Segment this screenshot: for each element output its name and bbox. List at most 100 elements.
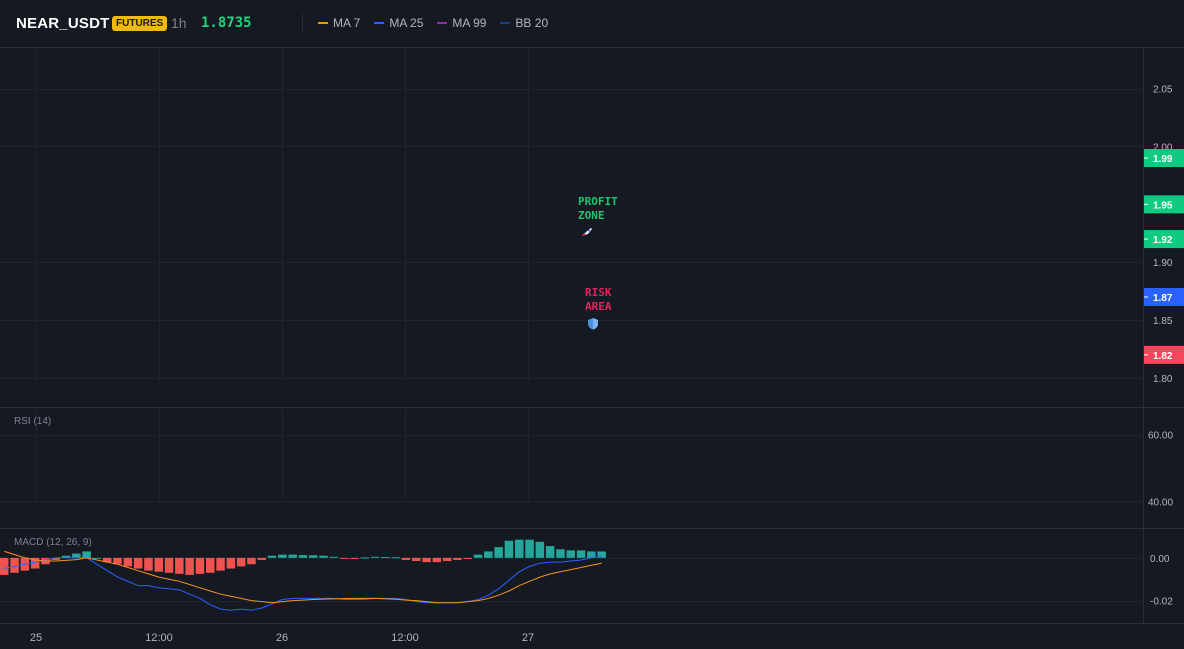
macd-histogram-bar — [350, 557, 359, 559]
macd-histogram-bar — [185, 557, 194, 575]
macd-histogram-bar — [30, 557, 40, 569]
macd-histogram-bar — [484, 551, 493, 558]
macd-histogram-bar — [535, 541, 545, 558]
legend-ma99[interactable]: MA 99 — [437, 16, 486, 30]
legend-swatch — [318, 22, 328, 24]
macd-histogram-bar — [576, 550, 586, 558]
macd-axis-tick: -0.02 — [1150, 597, 1173, 608]
interval-selector[interactable]: 1h — [171, 15, 187, 31]
macd-histogram-bar — [0, 557, 9, 575]
symbol-name[interactable]: NEAR_USDT — [16, 15, 110, 32]
macd-histogram-bar — [154, 557, 163, 572]
macd-histogram-bar — [278, 554, 287, 558]
macd-histogram-bar — [566, 550, 575, 558]
macd-pane-label: MACD (12, 26, 9) — [14, 537, 92, 548]
macd-histogram-bar — [597, 551, 606, 558]
macd-histogram-bar — [82, 551, 91, 558]
macd-histogram-bar — [257, 557, 266, 560]
legend-ma25[interactable]: MA 25 — [374, 16, 423, 30]
macd-histogram-bar — [360, 557, 369, 559]
macd-histogram-bar — [164, 557, 174, 573]
legend-swatch — [437, 22, 448, 24]
macd-histogram-bar — [309, 555, 318, 558]
macd-histogram-bar — [515, 539, 524, 558]
rsi-pane-label: RSI (14) — [14, 416, 52, 427]
macd-histogram-bar — [103, 557, 112, 563]
time-axis-tick: 26 — [276, 632, 288, 644]
legend-bb20[interactable]: BB 20 — [500, 16, 548, 30]
time-axis-tick: 27 — [522, 632, 534, 644]
price-axis-tick: 2.00 — [1153, 142, 1173, 153]
risk-area-annotation[interactable]: RISK AREA — [585, 286, 612, 313]
shield-icon — [588, 318, 598, 330]
last-price: 1.8735 — [201, 15, 252, 31]
price-level-label: 1.92 — [1153, 235, 1173, 246]
price-level-tag — [1144, 230, 1184, 249]
macd-histogram-bar — [545, 546, 555, 558]
macd-histogram-bar — [422, 557, 431, 563]
time-axis-tick: 12:00 — [391, 632, 419, 644]
price-axis-tick: 1.85 — [1153, 316, 1173, 327]
rocket-icon — [582, 228, 592, 236]
macd-histogram-bar — [61, 555, 71, 558]
chart-toolbar: NEAR_USDT FUTURES 1h 1.8735 MA 7 MA 25 M… — [0, 0, 1184, 48]
macd-histogram-bar — [525, 539, 534, 558]
macd-histogram-bar — [412, 557, 421, 562]
legend-label: MA 7 — [333, 16, 361, 30]
rsi-axis-tick: 60.00 — [1148, 431, 1173, 442]
price-level-tag — [1144, 195, 1184, 214]
macd-line — [4, 556, 602, 611]
macd-histogram-bar — [72, 553, 81, 558]
macd-histogram-bar — [319, 555, 328, 558]
profit-zone-annotation[interactable]: PROFIT ZONE — [578, 195, 618, 222]
legend-ma7[interactable]: MA 7 — [318, 16, 360, 30]
price-level-tag — [1144, 287, 1184, 306]
price-level-tag — [1144, 149, 1184, 168]
macd-histogram-bar — [463, 557, 472, 559]
chart-canvas[interactable]: 2.05 2.00 1.90 1.85 1.80 1.99 1.95 1.92 1.87 1.82… — [0, 48, 1184, 649]
macd-histogram-bar — [298, 555, 308, 558]
price-axis-tick: 1.90 — [1153, 258, 1173, 269]
price-level-tag — [1144, 345, 1184, 364]
macd-histogram-bar — [236, 557, 246, 567]
macd-histogram-bar — [473, 554, 483, 558]
legend-label: MA 25 — [389, 16, 424, 30]
macd-histogram-bar — [494, 547, 503, 558]
macd-histogram-bar — [144, 557, 153, 571]
price-level-label: 1.95 — [1153, 200, 1173, 211]
macd-histogram-bar — [288, 554, 297, 558]
macd-histogram-bar — [113, 557, 122, 565]
macd-histogram-bar — [329, 556, 339, 558]
macd-histogram-bar — [175, 557, 184, 574]
macd-histogram-bar — [51, 557, 60, 560]
price-level-label: 1.82 — [1153, 351, 1173, 362]
macd-histogram-bar — [216, 557, 225, 571]
price-level-label: 1.99 — [1153, 154, 1173, 165]
price-level-label: 1.87 — [1153, 293, 1173, 304]
macd-histogram-bar — [206, 557, 215, 573]
macd-histogram-bar — [587, 551, 596, 558]
macd-histogram-bar — [123, 557, 133, 567]
legend-label: BB 20 — [515, 16, 549, 30]
macd-histogram-bar — [556, 549, 565, 558]
macd-histogram-bar — [432, 557, 442, 563]
macd-histogram-bar — [381, 556, 390, 558]
legend-swatch — [500, 22, 511, 24]
macd-histogram-bar — [10, 557, 19, 573]
toolbar-divider — [302, 14, 303, 32]
macd-histogram-bar — [226, 557, 236, 569]
futures-badge: FUTURES — [112, 16, 168, 31]
macd-histogram-bar — [247, 557, 256, 565]
indicator-legend: MA 7 MA 25 MA 99 BB 20 — [318, 16, 548, 30]
macd-histogram-bar — [504, 540, 514, 558]
signal-line — [4, 550, 602, 604]
time-axis-tick: 25 — [30, 632, 42, 644]
rsi-axis-tick: 40.00 — [1148, 497, 1173, 508]
macd-histogram-bar — [339, 557, 349, 559]
macd-histogram-bar — [401, 557, 411, 560]
legend-swatch — [374, 22, 385, 24]
price-axis-tick: 1.80 — [1153, 374, 1173, 385]
macd-histogram-bar — [195, 557, 205, 574]
macd-histogram-bar — [133, 557, 143, 569]
macd-axis-tick: 0.00 — [1150, 554, 1170, 565]
